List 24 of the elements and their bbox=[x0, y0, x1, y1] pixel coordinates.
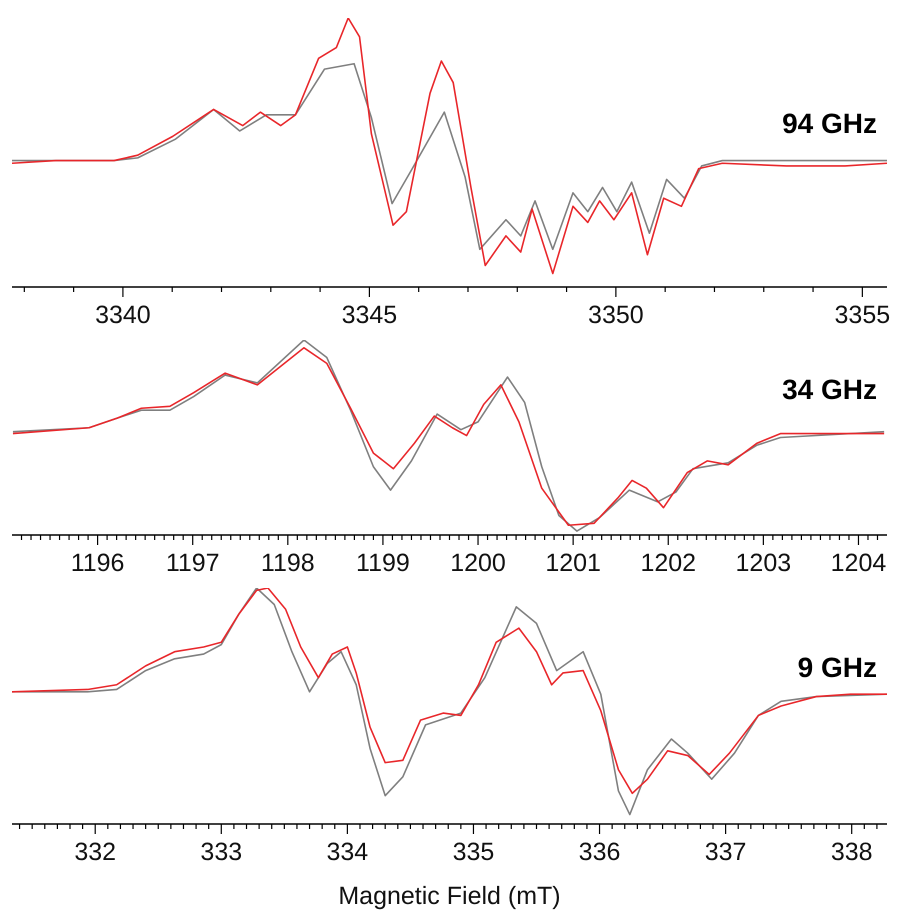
x-tick-label: 3345 bbox=[342, 301, 398, 329]
x-tick-label: 336 bbox=[578, 838, 620, 866]
x-tick-label: 1202 bbox=[640, 549, 696, 577]
x-tick-label: 335 bbox=[452, 838, 494, 866]
x-tick-label: 1196 bbox=[70, 549, 124, 577]
x-tick-label: 1204 bbox=[830, 549, 886, 577]
x-tick-label: 1201 bbox=[545, 549, 601, 577]
x-tick-label: 3340 bbox=[95, 301, 151, 329]
annotation: 94 GHz bbox=[782, 108, 877, 140]
x-tick-label: 1198 bbox=[260, 549, 315, 577]
x-tick-label: 338 bbox=[830, 838, 873, 866]
x-tick-label: 1203 bbox=[736, 549, 792, 577]
x-tick-label: 333 bbox=[200, 838, 242, 866]
x-tick-label: 334 bbox=[326, 838, 368, 866]
x-tick-label: 3355 bbox=[834, 301, 890, 329]
x-tick-label: 332 bbox=[74, 838, 116, 866]
x-tick-label: 1199 bbox=[356, 549, 410, 577]
x-axis-title: Magnetic Field (mT) bbox=[338, 882, 561, 910]
x-tick-label: 337 bbox=[704, 838, 746, 866]
x-tick-label: 1200 bbox=[450, 549, 506, 577]
annotation: 9 GHz bbox=[798, 652, 877, 684]
x-tick-label: 3350 bbox=[588, 301, 644, 329]
annotation: 34 GHz bbox=[782, 374, 877, 406]
x-tick-label: 1197 bbox=[166, 549, 220, 577]
